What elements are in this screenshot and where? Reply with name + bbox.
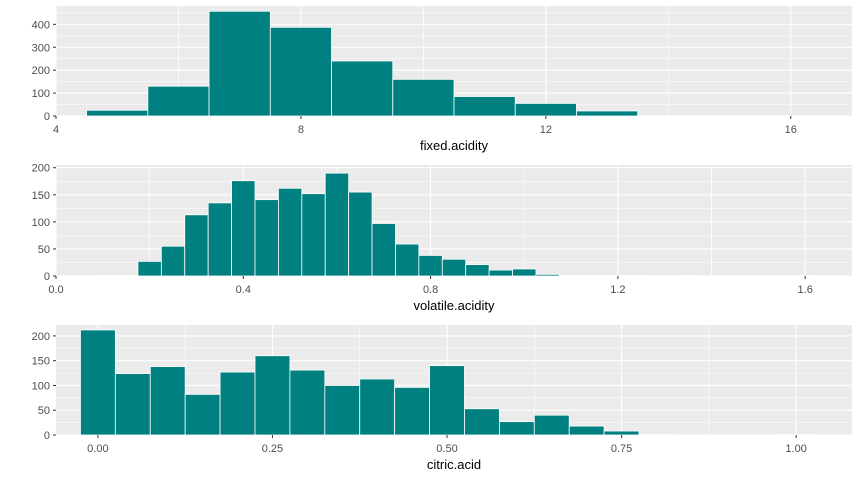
y-tick-label: 150 <box>32 356 50 368</box>
histogram-bar <box>301 193 326 277</box>
histogram-bar <box>453 96 516 117</box>
panel-citric-acid: 0.00 0.25 0.50 0.75 1.00 0 50 100 150 200 citric.a… <box>32 325 852 472</box>
histogram-bar <box>331 60 394 117</box>
x-tick-label: 0.75 <box>611 443 632 455</box>
y-tick-label: 200 <box>32 331 50 343</box>
y-tick-label: 300 <box>32 42 50 54</box>
histogram-bar <box>498 421 535 436</box>
histogram-bar <box>441 258 467 277</box>
histogram-bar <box>86 109 149 117</box>
x-tick-label: 1.2 <box>610 284 625 296</box>
histogram-bar <box>392 78 455 117</box>
histogram-bar <box>429 365 465 436</box>
x-tick-label: 0.4 <box>236 284 251 296</box>
histogram-bar <box>371 223 396 277</box>
histogram-bar <box>231 180 256 277</box>
histogram-bar <box>605 275 630 277</box>
histogram-bar <box>676 275 701 277</box>
histogram-bar <box>465 264 490 277</box>
histogram-bar <box>80 329 116 436</box>
histogram-bar <box>114 275 139 277</box>
y-tick-label: 0 <box>44 430 50 442</box>
histogram-bar <box>488 269 513 277</box>
x-tick-label: 8 <box>298 124 304 136</box>
histogram-bar <box>629 275 654 277</box>
x-tick-label: 0.00 <box>87 443 108 455</box>
x-axis-title: fixed.acidity <box>420 138 488 153</box>
y-tick-label: 150 <box>32 190 50 202</box>
histogram-bar <box>348 191 373 277</box>
histogram-bar <box>394 387 430 436</box>
x-tick-label: 0.0 <box>48 284 63 296</box>
histogram-bar <box>324 172 350 277</box>
x-tick-label: 16 <box>785 124 797 136</box>
x-axis-title: citric.acid <box>427 457 481 472</box>
histogram-bar <box>359 378 396 436</box>
x-tick-label: 1.00 <box>785 443 806 455</box>
histogram-bar <box>114 373 151 436</box>
histogram-bar <box>793 275 818 277</box>
y-tick-label: 100 <box>32 88 50 100</box>
histogram-bar <box>278 187 303 277</box>
y-tick-label: 200 <box>32 163 50 175</box>
histogram-bar <box>147 85 210 117</box>
x-tick-label: 0.25 <box>262 443 283 455</box>
y-tick-label: 50 <box>38 405 50 417</box>
x-tick-label: 1.6 <box>798 284 813 296</box>
histogram-bar <box>535 273 560 277</box>
histogram-bar <box>418 255 443 277</box>
y-tick-label: 400 <box>32 19 50 31</box>
histogram-bar <box>160 245 186 277</box>
y-tick-label: 50 <box>38 244 50 256</box>
histogram-bar <box>576 110 639 117</box>
y-tick-label: 0 <box>44 111 50 123</box>
histogram-bar <box>533 414 570 436</box>
histogram-bar <box>289 369 326 436</box>
histogram-bar <box>149 366 186 436</box>
histogram-bar <box>207 202 232 277</box>
histogram-bar <box>137 260 162 277</box>
histogram-bar <box>514 102 577 117</box>
histogram-bar <box>254 355 291 436</box>
x-tick-label: 0.8 <box>423 284 438 296</box>
histogram-bar <box>464 408 500 436</box>
histogram-bar <box>395 243 420 277</box>
histogram-bar <box>512 268 537 277</box>
x-tick-label: 4 <box>53 124 59 136</box>
histogram-bar <box>219 371 256 436</box>
histogram-bar <box>208 10 271 117</box>
y-tick-label: 100 <box>32 380 50 392</box>
y-tick-label: 100 <box>32 217 50 229</box>
histogram-bar <box>324 385 361 436</box>
y-tick-label: 200 <box>32 65 50 77</box>
histogram-bar <box>184 393 221 436</box>
histogram-bar <box>254 199 279 277</box>
x-axis-title: volatile.acidity <box>414 298 495 313</box>
histogram-bar <box>269 26 332 117</box>
panel-volatile-acidity: 0.0 0.4 0.8 1.2 1.6 0 50 100 150 200 volatile.acid… <box>32 163 852 313</box>
x-tick-label: 0.50 <box>436 443 457 455</box>
panel-fixed-acidity: 4 8 12 16 0 100 200 300 400 fixed.acidity <box>32 6 852 153</box>
histogram-bar <box>184 214 209 277</box>
histogram-bar <box>582 275 607 277</box>
histogram-bar <box>558 275 584 277</box>
histogram-bar <box>90 275 115 277</box>
x-tick-label: 12 <box>540 124 552 136</box>
histogram-bar <box>568 425 605 436</box>
y-tick-label: 0 <box>44 271 50 283</box>
histogram-bar <box>603 430 640 436</box>
